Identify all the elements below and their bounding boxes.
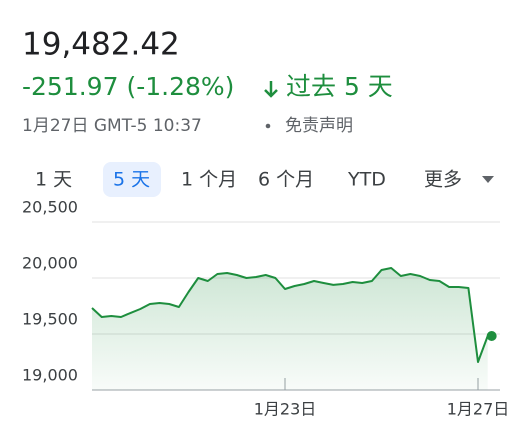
area (92, 268, 488, 390)
tab-highlight (103, 162, 161, 197)
y-tick-label: 20,000 (22, 254, 78, 273)
x-tick-label: 1月27日 (447, 400, 510, 419)
disclaimer[interactable]: 免责声明 (285, 116, 353, 136)
last-point (486, 331, 497, 342)
y-tick-label: 20,500 (22, 198, 78, 217)
separator (265, 123, 271, 129)
down-arrow (264, 81, 278, 98)
change: -251.97 (-1.28%) (22, 72, 234, 101)
x-tick-label: 1月23日 (254, 400, 317, 419)
y-tick-label: 19,500 (22, 310, 78, 329)
tab[interactable]: 更多 (424, 169, 462, 191)
tab[interactable]: YTD (347, 169, 386, 191)
line (91, 267, 489, 363)
tab[interactable]: 6 个月 (258, 169, 314, 191)
dropdown-icon[interactable] (482, 176, 494, 183)
tab[interactable]: 1 天 (35, 169, 72, 191)
period: 过去 5 天 (286, 72, 393, 101)
y-tick-label: 19,000 (22, 366, 78, 385)
tab[interactable]: 1 个月 (181, 169, 237, 191)
tab[interactable]: 5 天 (113, 169, 150, 191)
price: 19,482.42 (22, 27, 180, 63)
timestamp: 1月27日 GMT-5 10:37 (22, 116, 202, 136)
